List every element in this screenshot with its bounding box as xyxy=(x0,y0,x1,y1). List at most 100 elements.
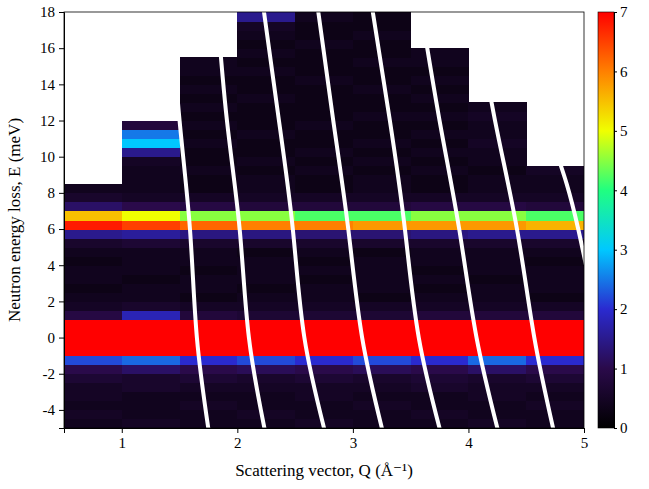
heatmap-cell xyxy=(237,401,295,411)
curve xyxy=(263,12,327,428)
heatmap-cell xyxy=(64,238,122,248)
heatmap-cell xyxy=(526,283,584,293)
heatmap-cell xyxy=(411,193,469,203)
heatmap-cell xyxy=(411,157,469,167)
axis-line xyxy=(59,13,65,429)
heatmap-cell xyxy=(180,301,238,311)
heatmap-cell xyxy=(122,148,180,158)
tick-mark xyxy=(59,84,64,85)
tick-label: 4 xyxy=(620,183,628,199)
heatmap-cell xyxy=(295,30,353,40)
heatmap-cell xyxy=(411,48,469,58)
tick-label: -4 xyxy=(43,402,56,418)
tick-mark xyxy=(614,71,617,72)
heatmap-cell xyxy=(411,392,469,402)
heatmap-cell xyxy=(295,410,353,420)
heatmap-cell xyxy=(468,175,526,185)
heatmap-cell xyxy=(122,392,180,402)
heatmap-cell xyxy=(122,157,180,167)
heatmap-cell xyxy=(237,121,295,131)
heatmap-cell xyxy=(526,310,584,320)
heatmap-cell xyxy=(353,84,411,94)
heatmap-cell xyxy=(468,193,526,203)
heatmap-cell xyxy=(122,238,180,248)
heatmap-cell xyxy=(122,166,180,176)
tick-label: 4 xyxy=(48,258,56,274)
heatmap-cell xyxy=(411,211,469,221)
tick-label: 7 xyxy=(620,4,628,20)
heatmap-cell xyxy=(353,175,411,185)
heatmap-cell xyxy=(411,175,469,185)
tick-label: 0 xyxy=(48,330,56,346)
heatmap-cell xyxy=(122,338,180,348)
heatmap-cell xyxy=(468,256,526,266)
heatmap-cell xyxy=(411,93,469,103)
heatmap-cell xyxy=(122,193,180,203)
heatmap-cell xyxy=(180,238,238,248)
heatmap-cell xyxy=(353,374,411,384)
x-axis-title: Scattering vector, Q (Å⁻¹) xyxy=(235,461,413,480)
y-axis-title: Neutron energy loss, E (meV) xyxy=(5,118,24,322)
heatmap-cell xyxy=(237,274,295,284)
heatmap-cell xyxy=(122,347,180,357)
heatmap-cell xyxy=(64,265,122,275)
tick: 4 xyxy=(465,428,473,451)
heatmap-cell xyxy=(353,256,411,266)
heatmap-cell xyxy=(411,139,469,149)
tick-mark xyxy=(59,265,64,266)
tick: 10 xyxy=(40,149,64,165)
heatmap-cell xyxy=(353,30,411,40)
tick-mark xyxy=(59,410,64,411)
heatmap-cell xyxy=(526,193,584,203)
heatmap-cell xyxy=(353,139,411,149)
heatmap-cell xyxy=(295,220,353,230)
tick: 6 xyxy=(48,221,65,237)
tick-label: 3 xyxy=(620,242,628,258)
tick: 0 xyxy=(614,420,628,436)
heatmap-cell xyxy=(122,175,180,185)
tick-mark xyxy=(59,338,64,339)
heatmap-cell xyxy=(122,202,180,212)
heatmap-cell xyxy=(526,365,584,375)
heatmap-cell xyxy=(526,383,584,393)
tick-mark xyxy=(237,428,238,433)
tick: 4 xyxy=(614,183,628,199)
heatmap-cell xyxy=(526,256,584,266)
heatmap-cell xyxy=(122,383,180,393)
heatmap-cell xyxy=(237,265,295,275)
heatmap-cell xyxy=(353,265,411,275)
heatmap-cell xyxy=(353,12,411,22)
heatmap-cell xyxy=(180,283,238,293)
heatmap-cell xyxy=(237,202,295,212)
heatmap-cell xyxy=(295,365,353,375)
heatmap-cell xyxy=(295,75,353,85)
tick-label: 6 xyxy=(48,221,56,237)
tick-label: -2 xyxy=(43,366,56,382)
heatmap-cell xyxy=(237,93,295,103)
tick-mark xyxy=(468,428,469,433)
heatmap-cell xyxy=(122,121,180,131)
tick-mark xyxy=(59,301,64,302)
heatmap-cell xyxy=(468,310,526,320)
heatmap-cell xyxy=(468,247,526,257)
tick: 5 xyxy=(581,428,589,451)
heatmap-cell xyxy=(122,401,180,411)
heatmap-cell xyxy=(353,48,411,58)
heatmap-cell xyxy=(526,184,584,194)
heatmap-cell xyxy=(122,310,180,320)
tick-mark xyxy=(614,309,617,310)
heatmap-cell xyxy=(237,211,295,221)
heatmap-cell xyxy=(526,419,584,428)
tick-mark xyxy=(614,428,617,429)
axis-line xyxy=(615,13,618,429)
heatmap-cell xyxy=(295,139,353,149)
heatmap-cell xyxy=(180,374,238,384)
tick-label: 2 xyxy=(234,435,242,451)
tick: 6 xyxy=(614,64,628,80)
tick-mark xyxy=(353,428,354,433)
tick-label: 12 xyxy=(40,113,55,129)
x-axis: 12345 xyxy=(65,428,589,451)
heatmap-cell xyxy=(64,374,122,384)
heatmap-cell xyxy=(64,365,122,375)
heatmap-cell xyxy=(180,265,238,275)
